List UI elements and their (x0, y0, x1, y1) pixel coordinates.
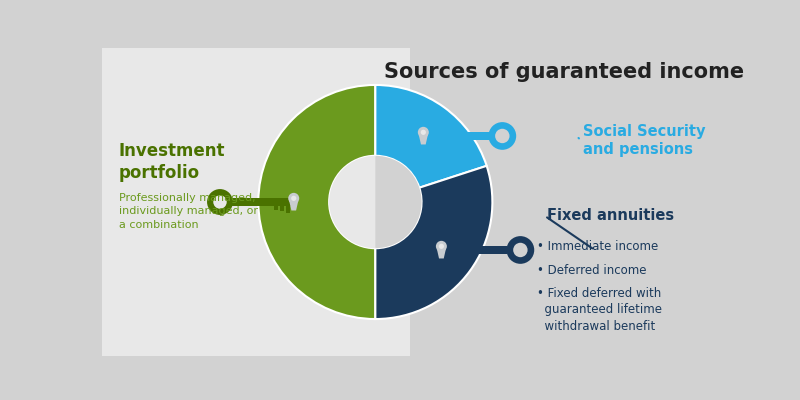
Text: • Deferred income: • Deferred income (537, 264, 646, 277)
Circle shape (436, 241, 447, 252)
Bar (425, 132, 489, 140)
Circle shape (418, 127, 429, 138)
Circle shape (438, 244, 444, 249)
Bar (102, 48, 410, 356)
Wedge shape (375, 85, 486, 188)
Circle shape (513, 243, 527, 257)
Polygon shape (418, 135, 428, 144)
Text: Sources of guaranteed income: Sources of guaranteed income (384, 62, 744, 82)
Text: Social Security
and pensions: Social Security and pensions (583, 124, 706, 157)
Bar (458, 254, 462, 258)
Bar (274, 206, 278, 210)
Bar (452, 254, 456, 260)
Circle shape (207, 189, 233, 215)
Text: • Immediate income: • Immediate income (537, 240, 658, 254)
Text: Professionally managed,
individually managed, or
a combination: Professionally managed, individually man… (119, 193, 258, 230)
Wedge shape (329, 156, 375, 248)
Circle shape (214, 195, 226, 209)
Bar (427, 140, 432, 147)
Circle shape (489, 122, 516, 150)
Bar (232, 198, 293, 206)
Polygon shape (289, 201, 298, 210)
Circle shape (288, 193, 299, 204)
Bar (286, 206, 290, 212)
Text: • Fixed deferred with
  guaranteed lifetime
  withdrawal benefit: • Fixed deferred with guaranteed lifetim… (537, 287, 662, 333)
Text: Investment
portfolio: Investment portfolio (119, 142, 226, 182)
Polygon shape (437, 249, 446, 258)
Bar (410, 48, 718, 356)
Bar (441, 140, 445, 144)
Bar (434, 140, 438, 146)
Wedge shape (375, 156, 422, 248)
Wedge shape (258, 85, 375, 319)
Circle shape (506, 236, 534, 264)
Circle shape (291, 196, 296, 201)
Text: Fixed annuities: Fixed annuities (547, 208, 674, 223)
Circle shape (495, 129, 510, 143)
Bar (446, 254, 450, 261)
Circle shape (421, 130, 426, 135)
Wedge shape (375, 166, 492, 319)
Bar (442, 246, 507, 254)
Bar (280, 206, 284, 211)
